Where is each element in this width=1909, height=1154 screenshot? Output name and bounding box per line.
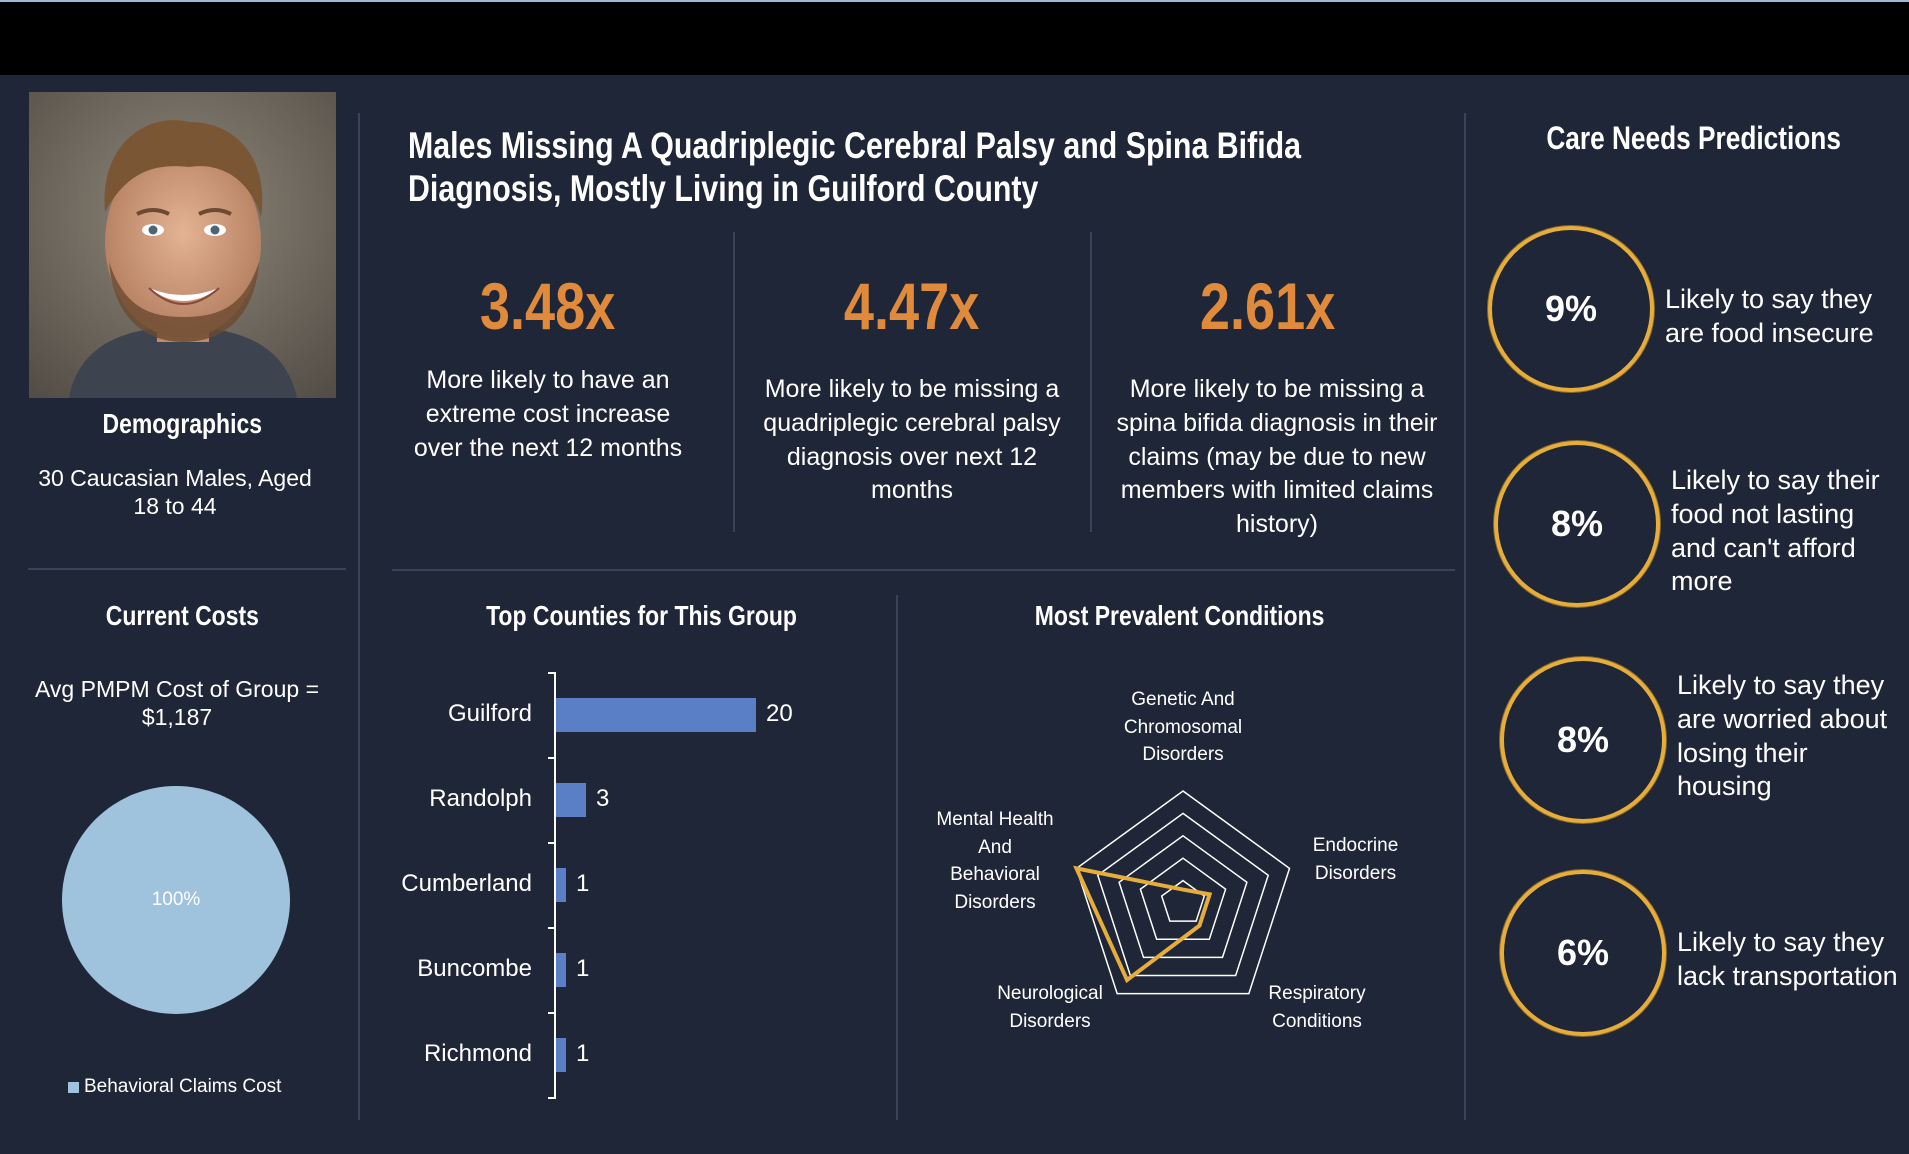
- prediction-ring-housing: 8%: [1500, 657, 1666, 823]
- legend-label: Behavioral Claims Cost: [84, 1076, 282, 1097]
- bar-category-label: Randolph: [429, 784, 532, 812]
- prediction-ring-food-insecure: 9%: [1488, 226, 1654, 392]
- prediction-value: 8%: [1550, 503, 1604, 544]
- bar-category-label: Richmond: [423, 1039, 532, 1067]
- demographics-description: 30 Caucasian Males, Aged 18 to 44: [38, 465, 312, 519]
- bar-guilford: [556, 697, 756, 732]
- radar-axis-label: Endocrine Disorders: [1312, 835, 1399, 884]
- bar-cumberland: [556, 867, 566, 902]
- radar-axis-label: Respiratory Conditions: [1268, 983, 1366, 1032]
- predictions-heading: Care Needs Predictions: [1546, 120, 1842, 156]
- bar-category-label: Cumberland: [401, 869, 532, 897]
- divider-demographics: [28, 568, 346, 570]
- divider-right: [1464, 113, 1466, 1120]
- radar-axis-label: Neurological Disorders: [997, 983, 1103, 1032]
- bar-value-label: 20: [766, 699, 793, 727]
- prediction-text-transportation: Likely to say they lack transportation: [1677, 927, 1898, 991]
- costs-heading: Current Costs: [105, 600, 260, 631]
- pie-slice-label: 100%: [151, 889, 201, 910]
- person-photo: [29, 92, 336, 398]
- divider-stat-2: [1090, 232, 1092, 532]
- bar-richmond: [556, 1037, 566, 1072]
- stat-cerebral-palsy-text: More likely to be missing a quadriplegic…: [763, 375, 1061, 505]
- conditions-chart-heading: Most Prevalent Conditions: [1035, 600, 1325, 631]
- stat-spina-bifida-value: 2.61x: [1200, 269, 1336, 343]
- bar-chart-tick: [548, 672, 556, 674]
- demographics-heading: Demographics: [102, 408, 263, 439]
- radar-axis-label: Mental Health And Behavioral Disorders: [936, 809, 1054, 913]
- divider-stats-charts: [392, 569, 1455, 571]
- prediction-value: 9%: [1544, 288, 1598, 329]
- bar-value-label: 1: [576, 869, 590, 897]
- page-title: Males Missing A Quadriplegic Cerebral Pa…: [408, 125, 1302, 209]
- divider-stat-1: [733, 232, 735, 532]
- stat-cost-increase-value: 3.48x: [480, 269, 616, 343]
- bar-randolph: [556, 782, 586, 817]
- bar-chart-axis: [554, 672, 556, 1097]
- bar-chart-tick: [548, 927, 556, 929]
- radar-grid-ring: [1075, 790, 1291, 995]
- bar-chart-tick: [548, 1097, 556, 1099]
- counties-chart-heading: Top Counties for This Group: [485, 600, 797, 631]
- radar-grid-ring: [1139, 857, 1227, 940]
- top-bar: [0, 0, 1909, 75]
- bar-chart-tick: [548, 842, 556, 844]
- divider-left: [358, 113, 360, 1120]
- bar-value-label: 1: [576, 1039, 590, 1067]
- prediction-text-food-insecure: Likely to say they are food insecure: [1665, 284, 1874, 348]
- bar-chart-tick: [548, 1012, 556, 1014]
- radar-data-series: [1073, 865, 1213, 984]
- stat-spina-bifida-text: More likely to be missing a spina bifida…: [1116, 375, 1438, 538]
- prediction-value: 6%: [1556, 932, 1610, 973]
- legend-swatch: [68, 1081, 79, 1093]
- avg-pmpm-cost: Avg PMPM Cost of Group = $1,187: [35, 676, 319, 730]
- bar-value-label: 1: [576, 954, 590, 982]
- divider-charts: [896, 595, 898, 1120]
- bar-category-label: Guilford: [447, 699, 532, 727]
- pie-legend: Behavioral Claims Cost: [68, 1076, 281, 1098]
- prediction-ring-transportation: 6%: [1500, 870, 1666, 1036]
- prediction-ring-food-not-lasting: 8%: [1494, 441, 1660, 607]
- bar-buncombe: [556, 952, 566, 987]
- bar-value-label: 3: [596, 784, 610, 812]
- stat-cost-increase-text: More likely to have an extreme cost incr…: [413, 366, 683, 462]
- radar-grid-ring: [1096, 812, 1270, 977]
- cost-pie-chart: 100%: [62, 786, 290, 1014]
- prediction-text-housing: Likely to say they are worried about los…: [1677, 670, 1888, 802]
- counties-bar-chart: Guilford 20 Randolph 3 Cumberland 1 Buncombe 1 R…: [0, 0, 900, 1154]
- prediction-value: 8%: [1556, 719, 1610, 760]
- bar-chart-tick: [548, 757, 556, 759]
- radar-grid-ring: [1118, 834, 1248, 959]
- prediction-text-food-not-lasting: Likely to say their food not lasting and…: [1671, 465, 1880, 597]
- radar-axis-label: Genetic And Chromosomal Disorders: [1123, 689, 1243, 766]
- stat-cerebral-palsy-value: 4.47x: [844, 269, 980, 343]
- bar-category-label: Buncombe: [417, 954, 532, 982]
